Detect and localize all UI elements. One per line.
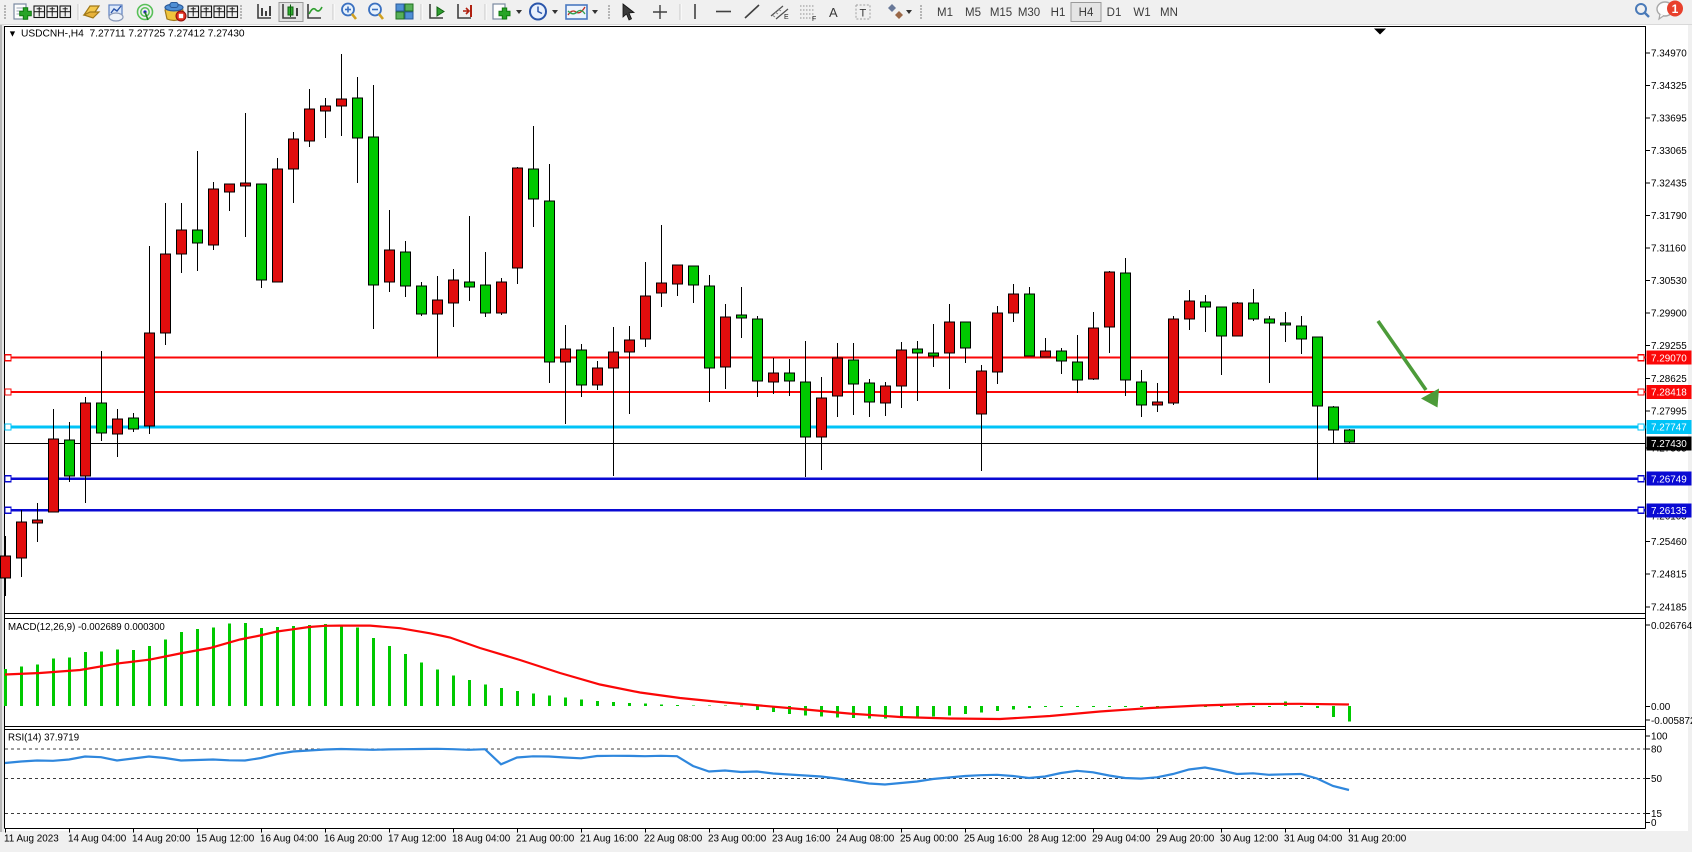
svg-text:D1: D1	[1107, 7, 1122, 19]
svg-text:25 Aug 00:00: 25 Aug 00:00	[900, 834, 959, 845]
svg-text:H4: H4	[1079, 7, 1094, 19]
svg-text:MN: MN	[1160, 7, 1178, 19]
svg-text:15 Aug 12:00: 15 Aug 12:00	[196, 834, 255, 845]
svg-text:7.29900: 7.29900	[1651, 309, 1687, 320]
svg-text:7.30530: 7.30530	[1651, 276, 1687, 287]
svg-text:7.29070: 7.29070	[1651, 353, 1687, 364]
svg-text:7.28625: 7.28625	[1651, 374, 1687, 385]
svg-text:50: 50	[1651, 774, 1662, 785]
svg-text:31 Aug 20:00: 31 Aug 20:00	[1348, 834, 1407, 845]
svg-text:7.31790: 7.31790	[1651, 211, 1687, 222]
svg-text:100: 100	[1651, 732, 1668, 743]
svg-text:29 Aug 20:00: 29 Aug 20:00	[1156, 834, 1215, 845]
svg-text:29 Aug 04:00: 29 Aug 04:00	[1092, 834, 1151, 845]
svg-text:7.24815: 7.24815	[1651, 570, 1687, 581]
svg-text:7.34970: 7.34970	[1651, 49, 1687, 60]
svg-text:30 Aug 12:00: 30 Aug 12:00	[1220, 834, 1279, 845]
svg-text:14 Aug 20:00: 14 Aug 20:00	[132, 834, 191, 845]
svg-text:W1: W1	[1133, 7, 1150, 19]
svg-text:T: T	[860, 8, 867, 20]
svg-text:0.00: 0.00	[1651, 702, 1671, 713]
svg-text:M5: M5	[965, 7, 981, 19]
svg-text:7.27747: 7.27747	[1651, 423, 1687, 434]
svg-text:M15: M15	[990, 7, 1012, 19]
svg-text:MACD(12,26,9) -0.002689 0.0003: MACD(12,26,9) -0.002689 0.000300	[8, 622, 165, 633]
svg-text:RSI(14) 37.9719: RSI(14) 37.9719	[8, 733, 79, 744]
svg-text:7.33065: 7.33065	[1651, 146, 1687, 157]
svg-text:24 Aug 08:00: 24 Aug 08:00	[836, 834, 895, 845]
svg-text:21 Aug 16:00: 21 Aug 16:00	[580, 834, 639, 845]
svg-text:H1: H1	[1051, 7, 1066, 19]
svg-text:17 Aug 12:00: 17 Aug 12:00	[388, 834, 447, 845]
svg-text:F: F	[812, 16, 816, 23]
svg-text:7.31160: 7.31160	[1651, 244, 1686, 255]
svg-text:16 Aug 04:00: 16 Aug 04:00	[260, 834, 319, 845]
svg-text:M30: M30	[1018, 7, 1040, 19]
svg-text:7.25460: 7.25460	[1651, 537, 1687, 548]
svg-text:18 Aug 04:00: 18 Aug 04:00	[452, 834, 511, 845]
svg-text:21 Aug 00:00: 21 Aug 00:00	[516, 834, 575, 845]
svg-text:7.26135: 7.26135	[1651, 506, 1687, 517]
svg-text:A: A	[829, 5, 838, 20]
svg-text:7.33695: 7.33695	[1651, 114, 1687, 125]
svg-text:7.28418: 7.28418	[1651, 388, 1687, 399]
svg-text:7.24185: 7.24185	[1651, 603, 1687, 614]
svg-text:USDCNH-,H4 7.27711 7.27725 7.: USDCNH-,H4 7.27711 7.27725 7.27412 7.274…	[21, 28, 245, 39]
svg-text:28 Aug 12:00: 28 Aug 12:00	[1028, 834, 1087, 845]
svg-text:7.29255: 7.29255	[1651, 341, 1687, 352]
svg-text:M1: M1	[937, 7, 953, 19]
svg-text:15: 15	[1651, 809, 1662, 820]
svg-text:E: E	[784, 14, 789, 21]
svg-text:-0.005872: -0.005872	[1651, 716, 1692, 727]
svg-text:16 Aug 20:00: 16 Aug 20:00	[324, 834, 383, 845]
svg-text:31 Aug 04:00: 31 Aug 04:00	[1284, 834, 1343, 845]
svg-text:0.026764: 0.026764	[1651, 621, 1692, 632]
svg-text:7.26749: 7.26749	[1651, 474, 1687, 485]
svg-text:0: 0	[1651, 818, 1657, 829]
svg-text:7.27430: 7.27430	[1651, 439, 1687, 450]
svg-text:80: 80	[1651, 745, 1662, 756]
svg-text:23 Aug 00:00: 23 Aug 00:00	[708, 834, 767, 845]
svg-text:7.34325: 7.34325	[1651, 81, 1687, 92]
svg-text:22 Aug 08:00: 22 Aug 08:00	[644, 834, 703, 845]
svg-text:1: 1	[1672, 2, 1679, 16]
svg-text:25 Aug 16:00: 25 Aug 16:00	[964, 834, 1023, 845]
svg-text:7.27995: 7.27995	[1651, 407, 1687, 418]
svg-text:▼: ▼	[8, 29, 17, 39]
svg-text:7.32435: 7.32435	[1651, 179, 1687, 190]
svg-text:11 Aug 2023: 11 Aug 2023	[4, 834, 59, 845]
svg-text:14 Aug 04:00: 14 Aug 04:00	[68, 834, 127, 845]
svg-text:23 Aug 16:00: 23 Aug 16:00	[772, 834, 831, 845]
